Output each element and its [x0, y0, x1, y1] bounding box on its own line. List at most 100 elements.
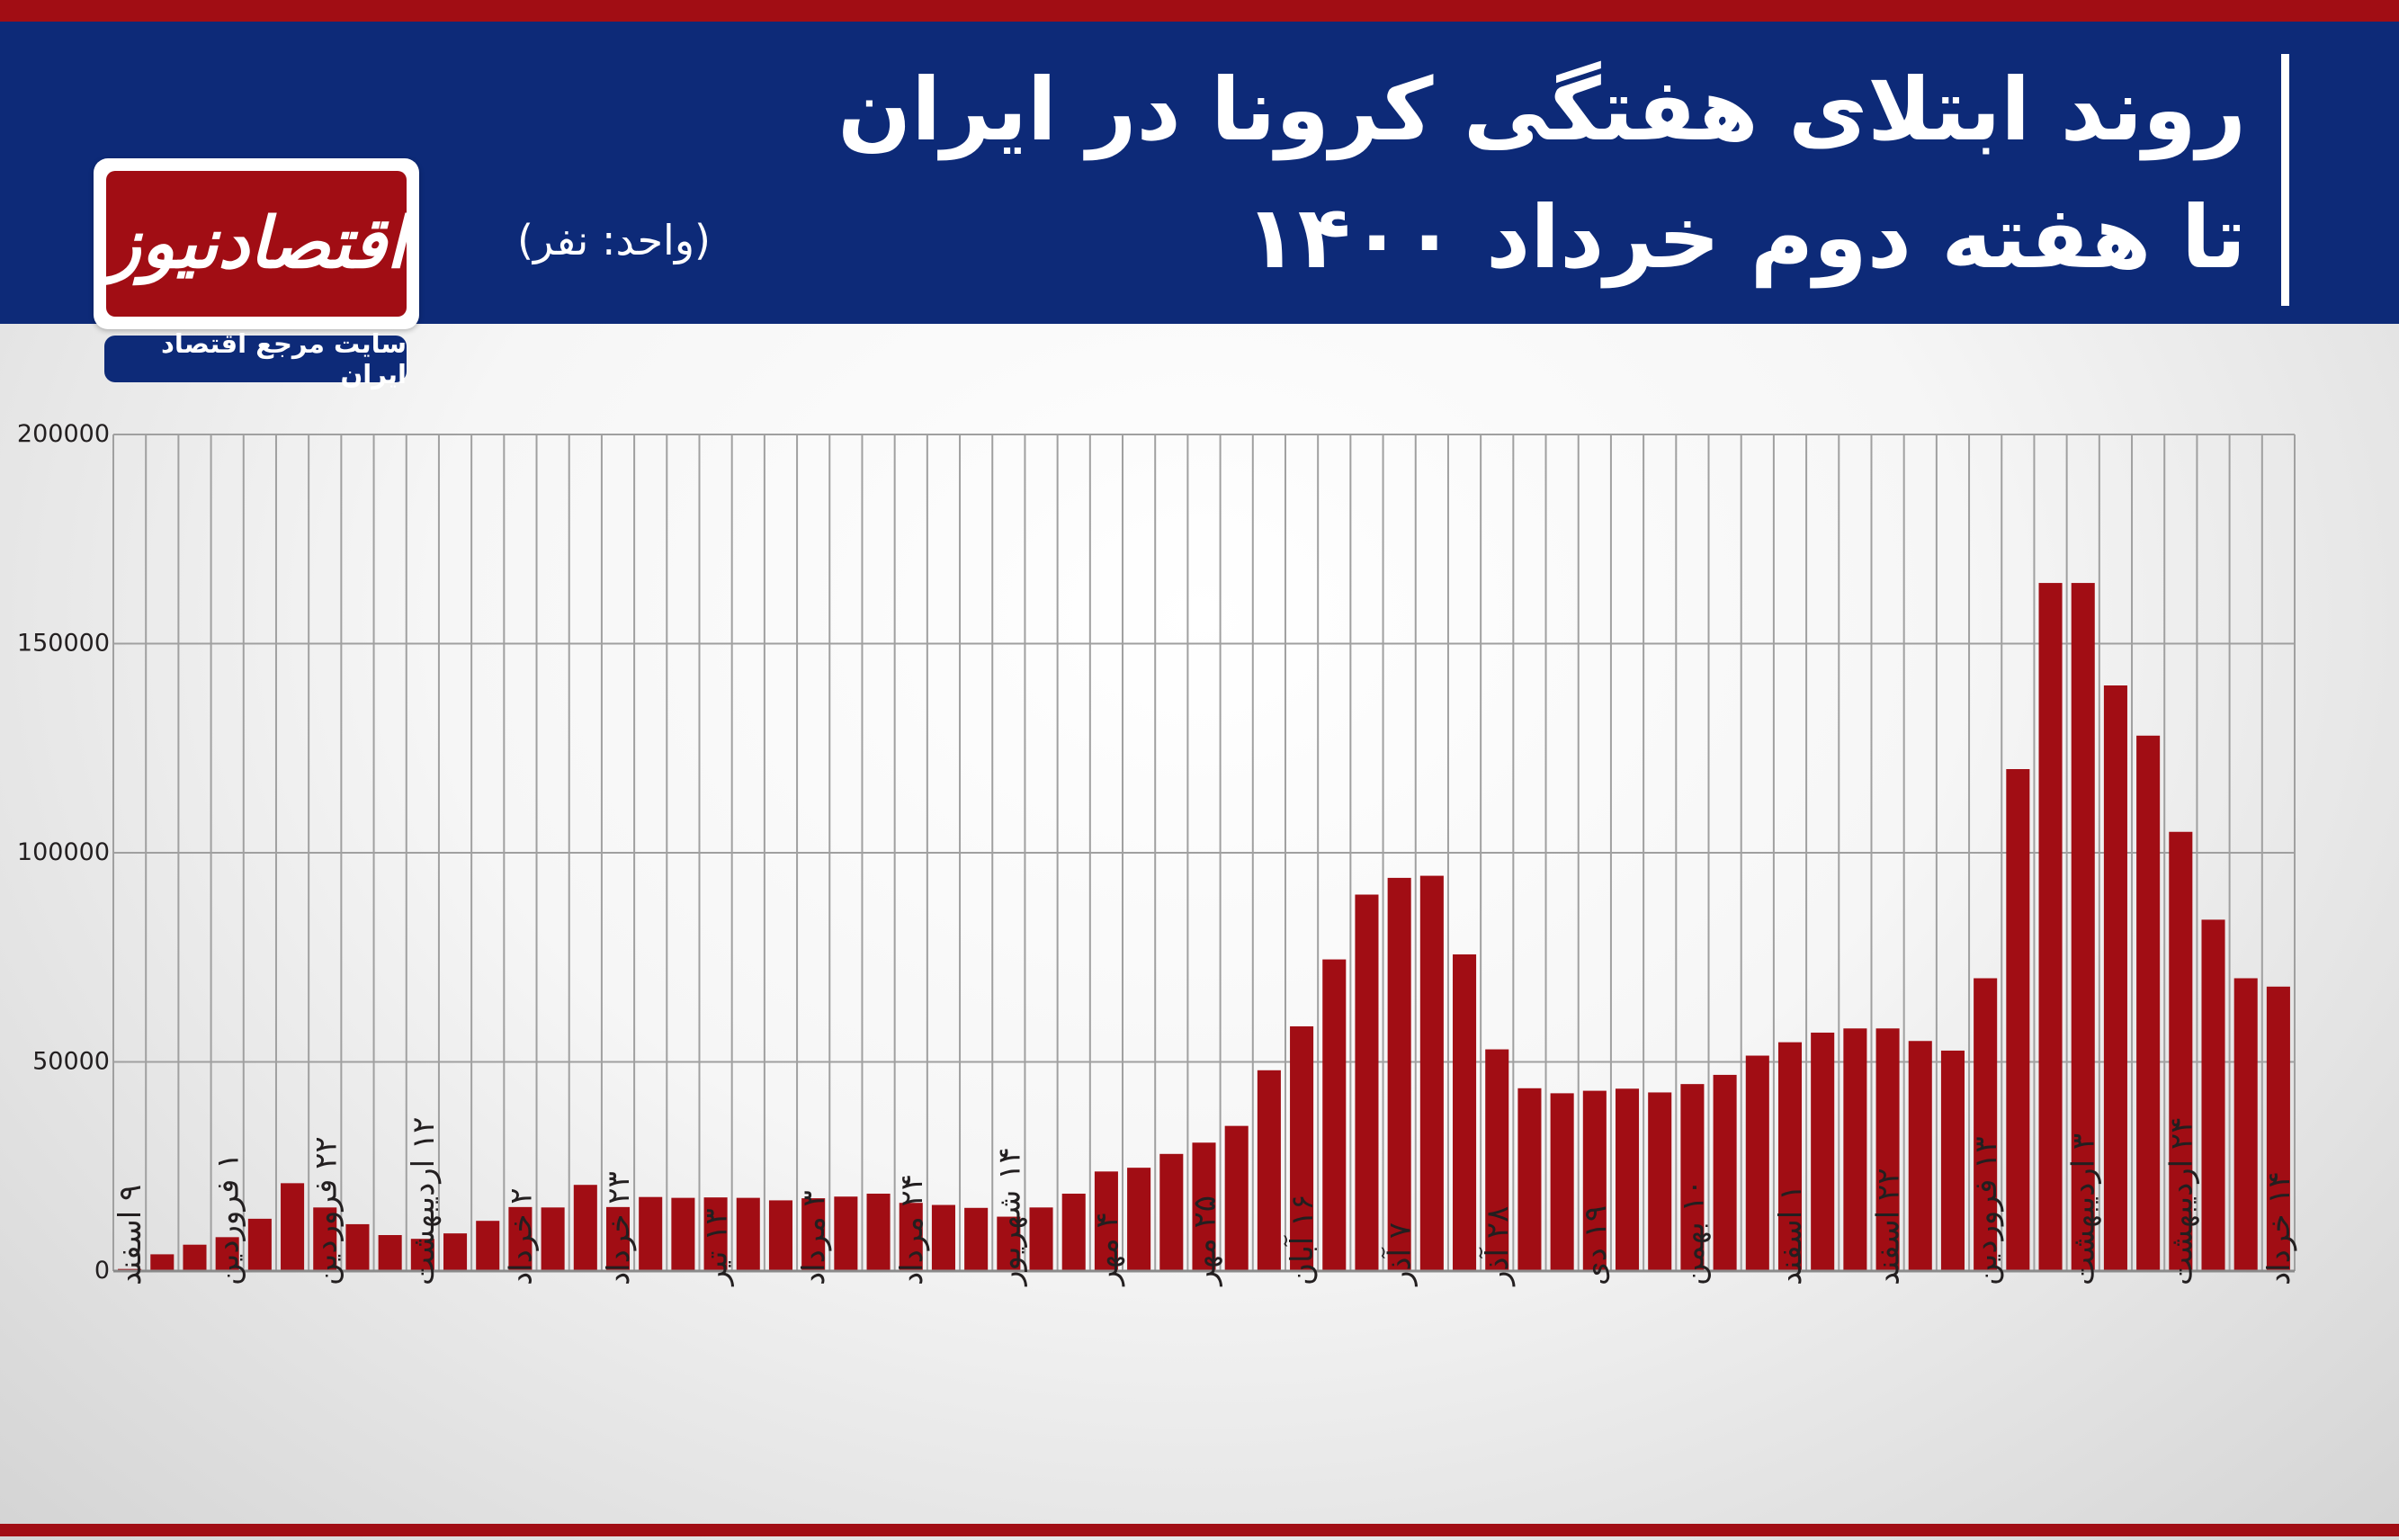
x-tick-label: ۲۵ مهر	[1187, 1195, 1223, 1287]
bar	[866, 1193, 891, 1271]
bar	[1029, 1207, 1053, 1271]
bar	[1290, 1025, 1314, 1271]
bar	[573, 1185, 597, 1271]
bar	[605, 1206, 631, 1271]
title-divider	[2281, 54, 2289, 306]
brand-logo: اقتصادنیوز	[94, 158, 419, 329]
x-tick-label: ۲۲ فروردین	[308, 1136, 344, 1285]
bar	[1582, 1090, 1607, 1271]
bar	[1745, 1055, 1769, 1271]
bar	[1908, 1041, 1932, 1271]
bar-chart: 0 50000 100000 150000 200000 ۹ اسفند ۱ فروردین…	[17, 420, 2297, 1287]
bar	[1875, 1028, 1900, 1271]
x-tick-label: ۲۴ اردیبهشت	[2163, 1117, 2199, 1285]
x-tick-label: ۳ مرداد	[796, 1190, 832, 1285]
bar	[2201, 919, 2225, 1271]
bar	[931, 1204, 955, 1271]
bar-layer	[118, 583, 2290, 1271]
bar	[2006, 769, 2030, 1271]
bar	[183, 1244, 207, 1271]
bar	[313, 1207, 337, 1271]
bar	[1777, 1042, 1803, 1271]
bar	[801, 1198, 826, 1271]
y-tick-label: 200000	[17, 420, 110, 448]
bar	[345, 1223, 370, 1271]
brand-tagline: سایت مرجع اقتصاد ایران	[104, 328, 407, 389]
brand-logo-text: اقتصادنیوز	[107, 203, 406, 284]
bar	[1680, 1084, 1705, 1271]
grid-layer	[112, 434, 2296, 1272]
bar	[247, 1218, 272, 1271]
bar	[1387, 877, 1411, 1271]
bar	[2071, 583, 2095, 1271]
bar	[1127, 1168, 1151, 1271]
bar	[541, 1207, 565, 1271]
bar	[997, 1216, 1021, 1271]
chart-title-line2: تا هفته دوم خرداد ۱۴۰۰	[1245, 187, 2246, 288]
bar	[443, 1233, 468, 1271]
bar	[1517, 1088, 1542, 1271]
x-tick-label: ۳ اردیبهشت	[2066, 1133, 2102, 1285]
bottom-accent-stripe	[0, 1524, 2399, 1536]
bar	[1419, 875, 1444, 1271]
x-tick-label: ۱۴ شهریور	[991, 1147, 1027, 1287]
bar	[2038, 583, 2063, 1271]
x-tick-label: ۱۲ اردیبهشت	[406, 1117, 442, 1285]
bar	[1940, 1050, 1965, 1271]
bar	[671, 1197, 695, 1271]
chart-title-line1: روند ابتلای هفتگی کرونا در ایران	[837, 59, 2246, 160]
x-tick-label: ۱۴ خرداد	[2261, 1171, 2297, 1285]
bar	[639, 1196, 663, 1271]
bar	[1648, 1092, 1672, 1271]
bar	[2233, 978, 2258, 1271]
x-tick-label: ۱۳ فروردین	[1968, 1136, 2004, 1285]
bar	[508, 1206, 533, 1271]
bar	[1550, 1093, 1574, 1271]
bar	[1257, 1070, 1281, 1271]
x-tick-label: ۲۳ خرداد	[601, 1171, 637, 1285]
x-tick-label: ۷ آذر	[1382, 1222, 1419, 1287]
x-tick-label: ۴ مهر	[1089, 1212, 1125, 1287]
bar	[1974, 978, 1998, 1271]
bar	[1061, 1193, 1086, 1271]
x-tick-label: ۹ اسفند	[112, 1185, 148, 1285]
bar	[768, 1200, 793, 1271]
x-tick-label: ۱ فروردین	[210, 1153, 246, 1285]
x-tick-label: ۲۴ مرداد	[894, 1174, 930, 1285]
y-tick-label: 150000	[17, 630, 110, 658]
bar	[1159, 1153, 1184, 1271]
bar	[736, 1197, 760, 1271]
bar	[964, 1207, 989, 1271]
x-tick-label: ۱۶ آبان	[1284, 1194, 1320, 1285]
y-tick-label: 0	[94, 1257, 110, 1285]
y-tick-label: 100000	[17, 838, 110, 866]
top-accent-stripe	[0, 0, 2399, 22]
bar	[2103, 685, 2127, 1271]
bar	[1355, 894, 1379, 1271]
bar	[1485, 1049, 1509, 1271]
x-tick-label: ۲۲ اسفند	[1871, 1168, 1907, 1285]
bar	[215, 1237, 239, 1271]
bar	[410, 1239, 434, 1271]
bar	[378, 1235, 402, 1271]
x-tick-label: ۱۰ بهمن	[1675, 1179, 1711, 1285]
bar	[1811, 1032, 1835, 1271]
bar	[1453, 954, 1477, 1271]
bar	[899, 1203, 923, 1271]
x-tick-label: ۱ اسفند	[1773, 1185, 1809, 1285]
bar	[2169, 831, 2193, 1271]
bar	[476, 1221, 500, 1271]
bar	[281, 1183, 305, 1271]
bar	[1713, 1074, 1737, 1271]
x-tick-label: ۲۸ آذر	[1479, 1206, 1516, 1287]
x-tick-label: ۱۹ دی	[1578, 1205, 1614, 1285]
bar	[1843, 1028, 1867, 1271]
brand-logo-badge: اقتصادنیوز	[106, 171, 407, 317]
label-layer: 0 50000 100000 150000 200000 ۹ اسفند ۱ فروردین…	[17, 420, 2297, 1287]
bar	[2266, 986, 2290, 1271]
bar	[1192, 1142, 1216, 1271]
bar	[834, 1196, 858, 1271]
bar	[1615, 1088, 1640, 1271]
bar	[703, 1197, 728, 1271]
bar	[1094, 1171, 1118, 1271]
